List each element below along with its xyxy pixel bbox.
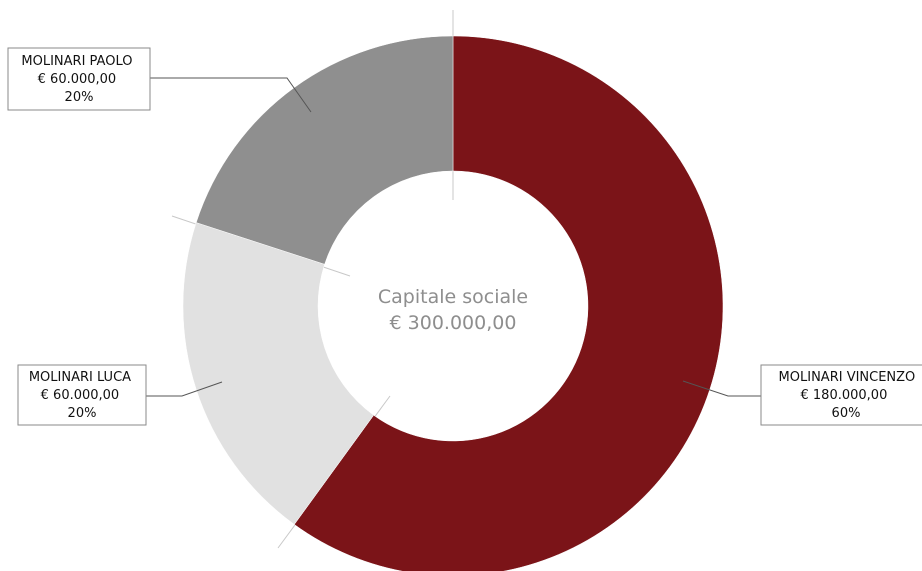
slice-name-paolo: MOLINARI PAOLO (21, 54, 132, 69)
donut-slice-luca[interactable] (182, 222, 374, 525)
slice-name-vincenzo: MOLINARI VINCENZO (779, 370, 916, 385)
slice-percent-paolo: 20% (65, 90, 94, 105)
slice-value-luca: € 60.000,00 (41, 388, 120, 403)
slice-label-box-paolo (7, 47, 151, 111)
leader-line-luca (146, 381, 223, 397)
leader-line-vincenzo (682, 380, 762, 397)
slice-label-box-luca (17, 364, 147, 426)
donut-slices (182, 35, 724, 571)
slice-label-box-vincenzo (760, 364, 922, 426)
slice-value-paolo: € 60.000,00 (38, 72, 117, 87)
donut-slice-paolo[interactable] (195, 35, 454, 265)
slice-percent-vincenzo: 60% (832, 406, 861, 421)
slice-value-vincenzo: € 180.000,00 (801, 388, 888, 403)
slice-label-vincenzo: MOLINARI VINCENZO € 180.000,00 60% (779, 370, 920, 421)
center-value: € 300.000,00 (390, 312, 517, 334)
slice-percent-luca: 20% (68, 406, 97, 421)
donut-slice-vincenzo[interactable] (293, 35, 724, 571)
slice-name-luca: MOLINARI LUCA (29, 370, 131, 385)
center-title: Capitale sociale (378, 286, 528, 308)
slice-label-luca: MOLINARI LUCA € 60.000,00 20% (29, 370, 135, 421)
slice-label-paolo: MOLINARI PAOLO € 60.000,00 20% (21, 54, 136, 105)
leader-line-paolo (150, 77, 312, 113)
